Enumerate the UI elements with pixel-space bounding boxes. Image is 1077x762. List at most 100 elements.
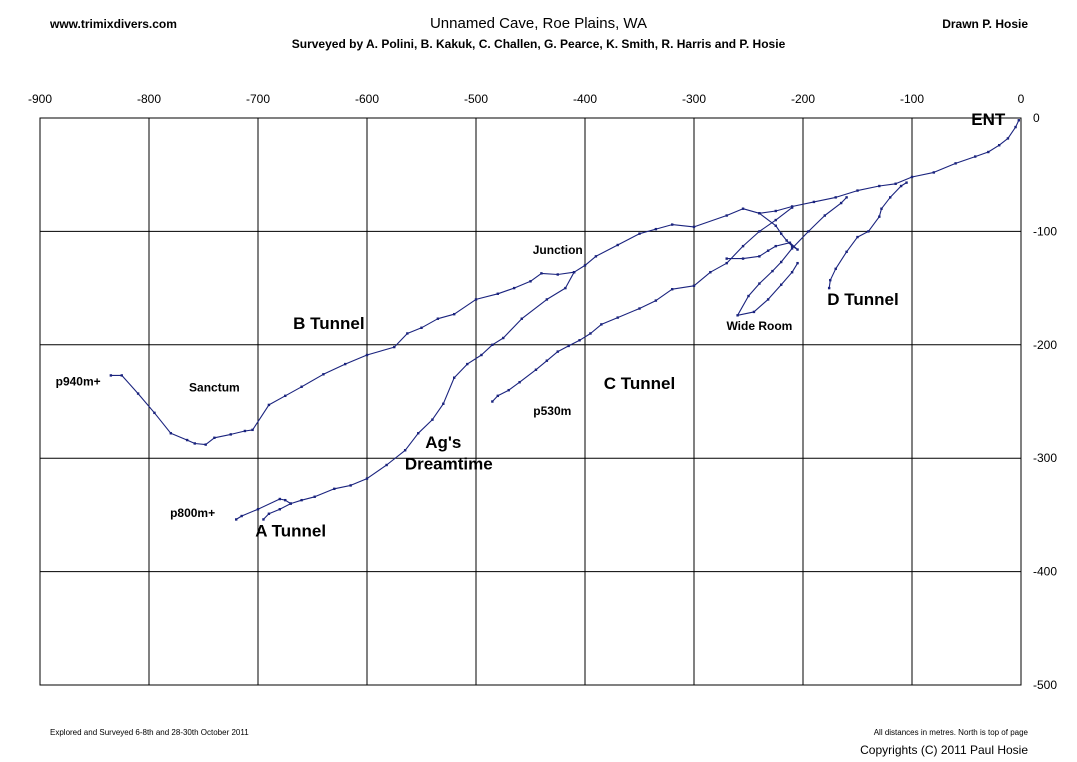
map-label: Wide Room (726, 319, 792, 333)
map-labels: ENT Junction B Tunnel D Tunnel Wide Room C Tu… (56, 110, 1006, 541)
survey-station (766, 249, 770, 252)
survey-station (278, 497, 281, 501)
survey-station (589, 332, 592, 335)
axis-ticks: -900 -800 -700 -600 -500 -400 -300 -200 -100 00 -1… (28, 92, 1057, 692)
survey-station (932, 171, 935, 174)
survey-station (545, 298, 549, 301)
map-label: A Tunnel (255, 521, 326, 540)
survey-station (567, 344, 570, 348)
survey-station (213, 436, 216, 439)
survey-station (654, 227, 658, 231)
survey-station (774, 218, 777, 222)
x-tick-label: -400 (573, 92, 597, 106)
survey-station (417, 432, 420, 435)
survey-station (774, 209, 777, 213)
survey-station (243, 429, 247, 433)
survey-station (193, 442, 196, 445)
survey-station (529, 280, 532, 283)
survey-station (491, 343, 494, 346)
survey-station (796, 261, 799, 265)
survey-station (954, 162, 957, 165)
survey-station (256, 508, 260, 511)
survey-station (638, 307, 641, 310)
survey-station (502, 336, 505, 340)
y-tick-label: -200 (1033, 338, 1057, 352)
survey-station (867, 230, 870, 233)
cave-passages (109, 119, 1021, 521)
survey-station (878, 215, 881, 218)
survey-station (300, 498, 303, 502)
survey-station (856, 235, 859, 239)
survey-station (725, 257, 728, 260)
x-tick-label: -100 (900, 92, 924, 106)
survey-station (741, 244, 745, 248)
survey-station (889, 196, 892, 199)
survey-station (109, 374, 113, 377)
survey-station (289, 502, 292, 505)
survey-station (899, 184, 903, 188)
survey-station (758, 255, 761, 258)
survey-station (766, 298, 770, 301)
main-passage (110, 120, 1020, 446)
plot-frame (39, 117, 1022, 686)
map-label: B Tunnel (293, 314, 364, 333)
survey-station (774, 244, 777, 248)
x-tick-label: 0 (1018, 92, 1025, 106)
survey-station (300, 385, 303, 388)
wide-room-branch (726, 212, 799, 260)
survey-station (790, 271, 794, 274)
survey-station (262, 518, 265, 521)
map-label: Ag's (425, 433, 461, 452)
survey-station (671, 223, 674, 226)
survey-station (692, 284, 696, 288)
x-tick-label: -800 (137, 92, 161, 106)
survey-station (790, 247, 794, 250)
survey-station (616, 316, 619, 319)
survey-station (834, 196, 837, 199)
survey-station (894, 182, 897, 185)
survey-station (1014, 125, 1017, 129)
survey-station (453, 376, 456, 379)
survey-station (453, 312, 456, 316)
survey-station (752, 310, 756, 314)
c-tunnel (492, 207, 793, 402)
survey-station (709, 271, 712, 274)
survey-station (790, 244, 794, 248)
survey-station (692, 225, 696, 229)
y-tick-label: -400 (1033, 565, 1057, 579)
survey-station (771, 269, 774, 273)
survey-station (267, 403, 271, 407)
survey-station (474, 298, 478, 301)
map-label: p940m+ (56, 375, 101, 389)
survey-station (594, 255, 598, 258)
x-tick-label: -600 (355, 92, 379, 106)
survey-station (758, 282, 761, 285)
survey-station (153, 411, 156, 415)
survey-station (136, 392, 140, 395)
survey-station (406, 332, 409, 335)
survey-station (839, 201, 843, 205)
map-label: D Tunnel (827, 290, 898, 309)
map-label: Sanctum (189, 380, 240, 394)
survey-station (534, 368, 538, 371)
y-tick-label: -100 (1033, 224, 1057, 238)
explored-note: Explored and Surveyed 6-8th and 28-30th … (50, 728, 249, 737)
survey-station (741, 207, 745, 210)
survey-station (267, 512, 271, 515)
surveyors-credit: Surveyed by A. Polini, B. Kakuk, C. Chal… (291, 37, 786, 51)
y-tick-label: 0 (1033, 111, 1040, 125)
survey-station (520, 317, 523, 320)
survey-station (403, 449, 407, 452)
x-tick-label: -300 (682, 92, 706, 106)
survey-station (365, 353, 369, 357)
survey-station (796, 248, 799, 251)
survey-station (229, 433, 232, 436)
survey-station (496, 394, 499, 398)
survey-station (507, 388, 510, 392)
survey-station (420, 326, 423, 329)
d-tunnel (828, 182, 907, 289)
survey-station (578, 339, 581, 342)
survey-station (600, 323, 603, 326)
survey-station (518, 381, 521, 384)
survey-station (829, 278, 832, 282)
